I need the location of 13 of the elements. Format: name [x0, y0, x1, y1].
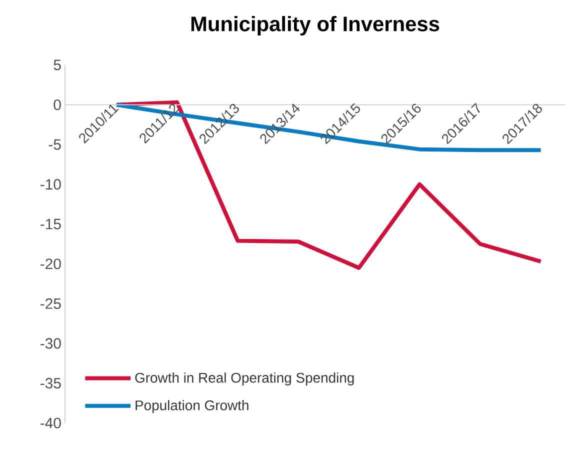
y-tick-label: 5: [54, 60, 61, 70]
y-tick-label: -15: [40, 218, 61, 230]
chart-title: Municipality of Inverness: [191, 16, 440, 36]
legend-label: Growth in Real Operating Spending: [135, 372, 354, 386]
y-tick-label: -20: [40, 258, 61, 270]
y-tick-label: -10: [40, 179, 61, 190]
y-tick-label: -35: [40, 378, 61, 389]
y-tick-label: -5: [48, 139, 61, 150]
y-tick-label: 0: [54, 99, 61, 110]
y-tick-label: -30: [40, 338, 61, 349]
y-tick-label: -40: [40, 418, 61, 428]
y-tick-label: -25: [40, 298, 61, 309]
legend-label: Population Growth: [136, 400, 248, 414]
